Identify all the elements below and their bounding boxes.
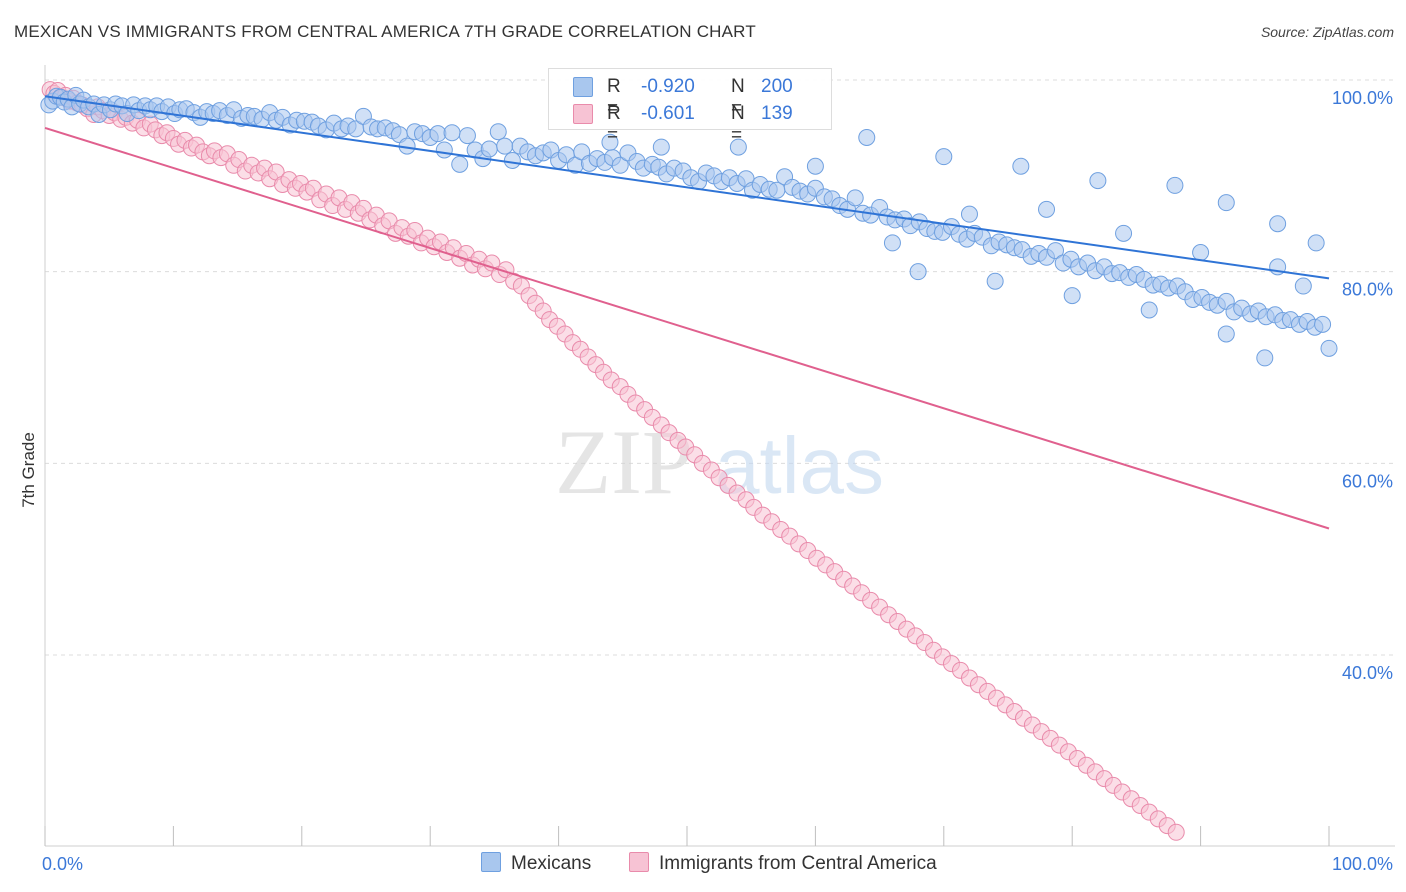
swatch-mexicans [573, 77, 593, 97]
r-value: -0.601 [641, 103, 695, 124]
data-point-mexicans [443, 124, 461, 142]
data-point-mexicans [1314, 315, 1332, 333]
tick-labels: 40.0% 60.0% 80.0% 100.0% 0.0% 100.0% [42, 88, 1393, 874]
legend-swatch-immigrants [629, 852, 649, 872]
data-point-mexicans [909, 263, 927, 281]
x-tick-label: 0.0% [42, 854, 83, 874]
data-point-immigrants [1167, 823, 1185, 841]
swatch-immigrants [573, 104, 593, 124]
legend-item-immigrants: Immigrants from Central America [629, 852, 937, 875]
chart-title: MEXICAN VS IMMIGRANTS FROM CENTRAL AMERI… [14, 22, 756, 41]
data-point-mexicans [1217, 194, 1235, 212]
data-point-mexicans [429, 125, 447, 143]
data-point-mexicans [1320, 339, 1338, 357]
trend-line-immigrants [44, 126, 1330, 530]
data-point-mexicans [1269, 215, 1287, 233]
data-point-mexicans [1294, 277, 1312, 295]
y-tick-label: 100.0% [1332, 88, 1393, 108]
data-point-mexicans [960, 205, 978, 223]
trend-line-mexicans [44, 95, 1330, 280]
y-tick-label: 40.0% [1342, 663, 1393, 683]
data-point-mexicans [496, 137, 514, 155]
legend-label-immigrants: Immigrants from Central America [659, 853, 937, 874]
data-point-mexicans [1140, 301, 1158, 319]
series-immigrants-points [41, 81, 1185, 841]
data-point-mexicans [1038, 200, 1056, 218]
data-point-mexicans [858, 129, 876, 146]
data-point-mexicans [451, 155, 469, 173]
data-point-mexicans [601, 133, 619, 151]
legend-swatch-mexicans [481, 852, 501, 872]
data-point-mexicans [846, 189, 864, 207]
y-axis-label: 7th Grade [19, 432, 38, 508]
data-point-mexicans [729, 138, 747, 156]
data-point-mexicans [1063, 287, 1081, 305]
n-label: N = [731, 103, 745, 146]
data-point-mexicans [1217, 325, 1235, 343]
data-point-mexicans [480, 140, 498, 158]
data-point-mexicans [1115, 224, 1133, 242]
y-tick-label: 80.0% [1342, 280, 1393, 300]
data-point-mexicans [1256, 349, 1274, 367]
r-label: R = [607, 103, 621, 146]
source-label: Source: ZipAtlas.com [1260, 24, 1394, 40]
legend-item-mexicans: Mexicans [481, 852, 591, 875]
data-point-mexicans [1192, 244, 1210, 261]
series-mexicans-points [40, 86, 1338, 367]
data-point-mexicans [503, 152, 521, 169]
data-point-mexicans [611, 156, 629, 174]
r-label: R = [607, 76, 621, 119]
data-point-mexicans [883, 234, 901, 252]
data-point-mexicans [1012, 157, 1030, 175]
data-point-mexicans [986, 272, 1004, 290]
data-point-mexicans [435, 141, 453, 159]
data-point-mexicans [652, 138, 670, 156]
data-point-mexicans [458, 127, 476, 145]
axes [44, 65, 1395, 847]
data-point-mexicans [1089, 172, 1107, 190]
r-value: -0.920 [641, 76, 695, 97]
stats-legend: R = -0.920 N = 200 R = -0.601 N = 139 [548, 68, 832, 146]
n-label: N = [731, 76, 745, 119]
y-tick-label: 60.0% [1342, 471, 1393, 491]
data-point-mexicans [806, 157, 824, 175]
trend-lines [44, 95, 1330, 530]
x-tick-label: 100.0% [1332, 854, 1393, 874]
data-point-mexicans [1166, 176, 1184, 194]
legend-label-mexicans: Mexicans [511, 853, 592, 874]
n-value: 200 [761, 76, 793, 97]
data-point-mexicans [1047, 242, 1065, 260]
data-point-mexicans [935, 148, 953, 166]
data-point-mexicans [1307, 234, 1325, 252]
n-value: 139 [761, 103, 793, 124]
data-point-mexicans [489, 123, 507, 141]
